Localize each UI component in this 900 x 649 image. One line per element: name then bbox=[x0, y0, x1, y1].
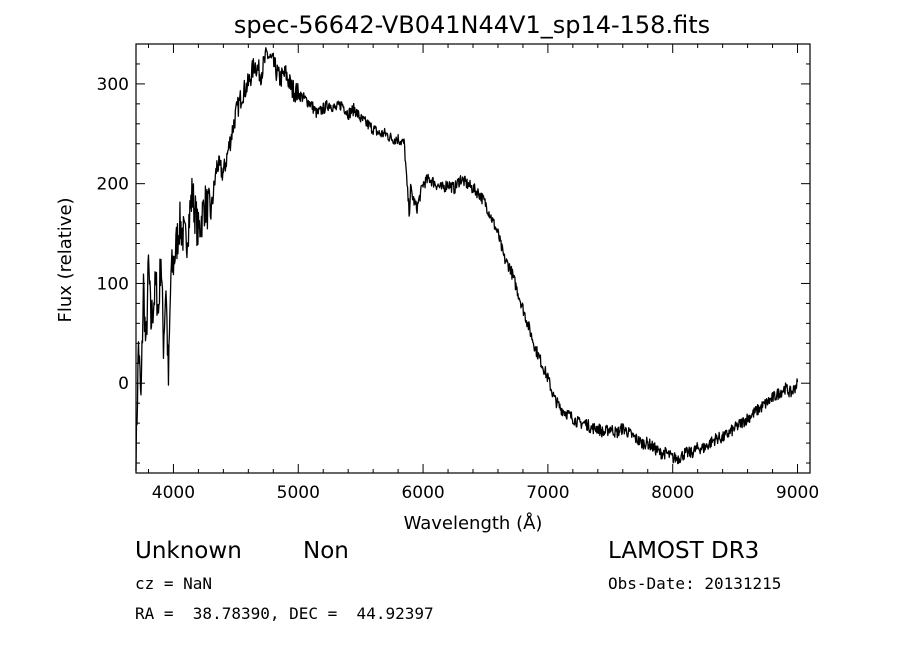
object-class: Unknown bbox=[135, 538, 242, 564]
x-tick-label: 5000 bbox=[277, 483, 320, 503]
x-axis-label: Wavelength (Å) bbox=[404, 512, 543, 534]
y-tick-label: 200 bbox=[97, 175, 129, 195]
survey-name: LAMOST DR3 bbox=[608, 538, 760, 564]
x-tick-label: 8000 bbox=[651, 483, 694, 503]
x-tick-label: 9000 bbox=[776, 483, 819, 503]
observation-date: Obs-Date: 20131215 bbox=[608, 574, 782, 593]
axis-ticks: 4000 5000 6000 7000 8000 9000 0 100 200 300 bbox=[97, 43, 819, 503]
spectrum-line bbox=[135, 47, 799, 472]
redshift-cz: cz = NaN bbox=[135, 574, 213, 593]
x-tick-label: 7000 bbox=[526, 483, 569, 503]
y-axis-label: Flux (relative) bbox=[55, 197, 76, 322]
ra-dec-coordinates: RA = 38.78390, DEC = 44.92397 bbox=[135, 604, 434, 623]
plot-frame bbox=[135, 43, 811, 474]
object-subclass: Non bbox=[303, 538, 349, 564]
y-tick-label: 300 bbox=[97, 75, 129, 95]
y-tick-label: 0 bbox=[118, 374, 129, 394]
chart-title: spec-56642-VB041N44V1_sp14-158.fits bbox=[234, 11, 710, 39]
y-tick-label: 100 bbox=[97, 274, 129, 294]
x-tick-label: 4000 bbox=[152, 483, 195, 503]
x-tick-label: 6000 bbox=[401, 483, 444, 503]
